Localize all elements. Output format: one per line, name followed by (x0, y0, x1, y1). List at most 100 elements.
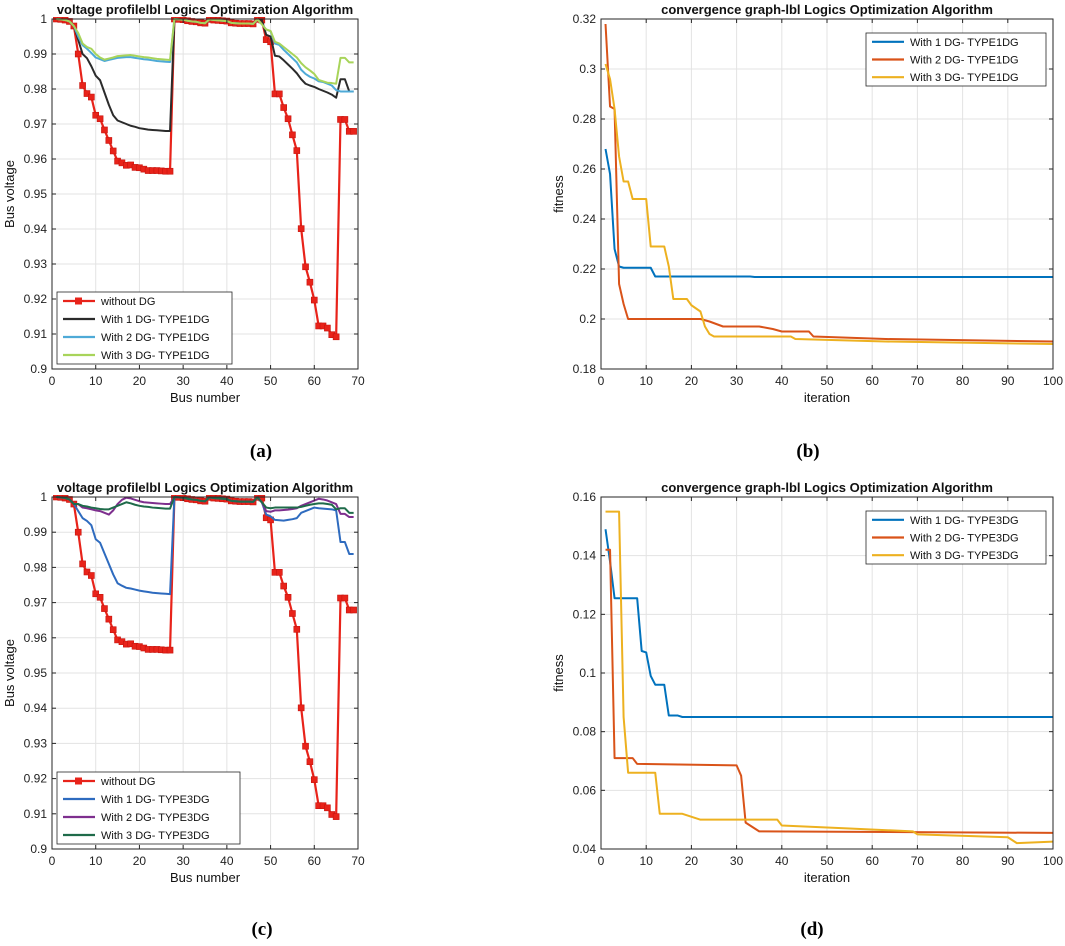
data-marker (297, 704, 305, 712)
data-marker (302, 742, 309, 750)
y-tick-label: 0.99 (24, 525, 48, 539)
data-marker (280, 104, 287, 111)
y-tick-label: 0.06 (573, 783, 597, 797)
y-tick-label: 0.95 (24, 666, 48, 680)
data-marker (284, 594, 292, 601)
legend-box (56, 291, 233, 365)
y-tick-label: 1 (40, 490, 47, 504)
legend: without DG With 1 DG- TYPE1DG With 2 DG- T… (56, 291, 233, 365)
x-tick-label: 30 (176, 374, 190, 388)
x-tick-label: 40 (775, 854, 789, 868)
y-tick-label: 0.98 (24, 560, 48, 574)
x-tick-label: 60 (866, 854, 880, 868)
x-tick-label: 60 (866, 374, 880, 388)
series-group (604, 510, 1053, 845)
y-tick-label: 0.92 (24, 772, 48, 786)
x-tick-label: 20 (685, 374, 699, 388)
y-axis-label: fitness (551, 654, 566, 692)
x-tick-label: 40 (220, 374, 234, 388)
data-marker (101, 126, 108, 134)
y-axis-label: fitness (551, 175, 566, 213)
panel-b-convergence-type1: 0 10 20 30 40 50 60 70 80 90 100 0.18 0.2 0.22 0.24 0.2… (551, 2, 1063, 405)
x-tick-label: 10 (89, 374, 103, 388)
data-marker (289, 610, 296, 617)
legend: With 1 DG- TYPE3DG With 2 DG- TYPE3DG With… (865, 510, 1047, 565)
caption-c: (c) (251, 919, 272, 940)
data-marker (302, 263, 309, 271)
y-tick-label: 0.08 (573, 725, 597, 739)
legend-entry-label: With 1 DG- TYPE1DG (910, 37, 1019, 49)
chart-title: convergence graph-lbl Logics Optimizatio… (661, 480, 993, 495)
legend-marker (75, 297, 82, 305)
legend-entry-label: With 2 DG- TYPE1DG (910, 55, 1019, 67)
y-tick-label: 0.94 (24, 701, 48, 715)
series-group (604, 23, 1053, 345)
x-tick-label: 0 (49, 854, 56, 868)
data-marker (324, 324, 331, 332)
x-tick-label: 100 (1043, 854, 1063, 868)
y-tick-label: 0.3 (579, 62, 596, 76)
y-tick-label: 0.9 (30, 842, 47, 856)
legend-entry-label: With 2 DG- TYPE3DG (910, 533, 1019, 545)
data-marker (96, 594, 104, 601)
x-tick-label: 70 (351, 854, 365, 868)
y-tick-label: 0.28 (573, 112, 597, 126)
data-marker (293, 626, 301, 633)
data-marker (306, 758, 314, 766)
x-tick-label: 60 (308, 854, 322, 868)
data-marker (105, 137, 113, 144)
x-tick-label: 30 (176, 854, 190, 868)
legend-entry-label: With 3 DG- TYPE1DG (101, 350, 210, 362)
data-marker (324, 804, 331, 812)
y-tick-label: 0.93 (24, 257, 48, 271)
y-tick-label: 0.96 (24, 152, 48, 166)
y-tick-label: 0.91 (24, 807, 48, 821)
y-tick-label: 1 (40, 12, 47, 26)
y-tick-label: 0.1 (579, 666, 596, 680)
legend-entry-label: With 3 DG- TYPE1DG (910, 72, 1019, 84)
data-marker (92, 590, 100, 598)
y-tick-label: 0.96 (24, 631, 48, 645)
x-tick-label: 50 (820, 374, 834, 388)
data-marker (310, 776, 318, 783)
y-tick-label: 0.22 (573, 262, 597, 276)
data-marker (306, 278, 314, 286)
data-marker (297, 225, 305, 232)
x-tick-label: 30 (730, 374, 744, 388)
data-marker (74, 50, 82, 58)
legend-entry-label: With 1 DG- TYPE1DG (101, 314, 210, 326)
y-tick-label: 0.97 (24, 596, 48, 610)
legend-box (56, 771, 241, 845)
x-tick-label: 50 (264, 374, 278, 388)
series-group (53, 495, 357, 820)
data-marker (83, 90, 91, 97)
y-tick-label: 0.9 (30, 362, 47, 376)
x-tick-label: 20 (685, 854, 699, 868)
x-axis-label: Bus number (170, 390, 241, 405)
panel-a-voltage-profile-type1: 0 10 20 30 40 50 60 70 0.9 0.91 0.92 0.93 0.94 0.95 0.… (2, 2, 365, 405)
x-tick-label: 70 (911, 374, 925, 388)
y-tick-label: 0.93 (24, 736, 48, 750)
chart-title: voltage profilelbl Logics Optimization A… (57, 480, 353, 495)
legend-entry-label: With 3 DG- TYPE3DG (910, 550, 1019, 562)
data-marker (88, 572, 95, 579)
y-tick-label: 0.98 (24, 82, 48, 96)
data-marker (280, 582, 287, 590)
legend: without DG With 1 DG- TYPE3DG With 2 DG- T… (56, 771, 241, 845)
data-marker (284, 115, 292, 123)
x-tick-label: 90 (1001, 854, 1015, 868)
data-marker (101, 605, 108, 612)
y-tick-label: 0.95 (24, 187, 48, 201)
data-marker (332, 813, 340, 820)
y-tick-label: 0.04 (573, 842, 597, 856)
data-marker (83, 568, 91, 576)
x-tick-label: 0 (598, 374, 605, 388)
data-marker (88, 93, 95, 101)
data-marker (293, 147, 301, 154)
series-line-4 (56, 18, 354, 85)
x-axis-label: iteration (804, 870, 850, 885)
y-axis-label: Bus voltage (2, 639, 17, 707)
x-tick-label: 0 (598, 854, 605, 868)
x-tick-label: 0 (49, 374, 56, 388)
x-tick-label: 20 (133, 854, 147, 868)
